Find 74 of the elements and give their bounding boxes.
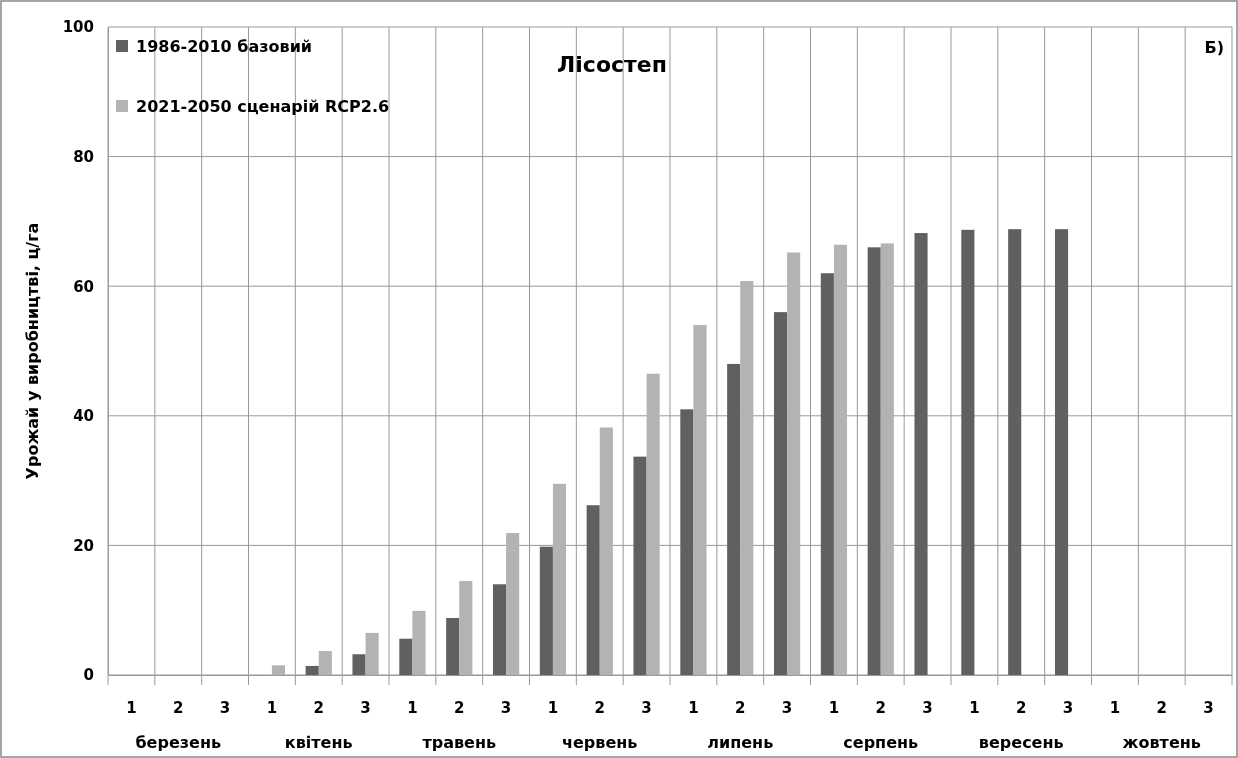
- x-tick-label: 3: [781, 698, 793, 717]
- bar: [1054, 229, 1069, 675]
- y-tick-label: 20: [73, 536, 94, 555]
- x-tick-label: 3: [1062, 698, 1074, 717]
- text: жовтень: [1122, 733, 1201, 752]
- bar: [586, 505, 600, 675]
- text: травень: [422, 733, 497, 752]
- bar: [773, 312, 788, 675]
- bar: [399, 638, 413, 675]
- y-tick-label: 100: [62, 18, 94, 37]
- y-tick-label: 80: [73, 147, 94, 166]
- bar: [446, 617, 460, 675]
- x-tick-label: 1: [547, 698, 559, 717]
- y-tick-label: 0: [83, 666, 94, 685]
- text: серпень: [843, 733, 919, 752]
- x-tick-label: 1: [407, 698, 418, 717]
- x-tick-label: 3: [641, 698, 652, 717]
- bar: [459, 581, 473, 675]
- bar: [552, 483, 567, 675]
- bar: [492, 584, 507, 675]
- bar: [880, 243, 894, 675]
- bar: [646, 373, 660, 675]
- x-tick-label: 1: [126, 698, 137, 717]
- text: вересень: [978, 733, 1064, 752]
- y-tick-label: 60: [73, 277, 94, 296]
- text: квітень: [284, 733, 353, 752]
- bar: [961, 229, 975, 675]
- bar: [787, 252, 801, 675]
- bar: [365, 632, 379, 675]
- x-tick-label: 2: [173, 698, 184, 717]
- x-tick-label: 2: [313, 698, 324, 717]
- x-tick-label: 3: [1203, 698, 1214, 717]
- legend-label: 2021-2050 сценарій RCP2.6: [136, 97, 390, 116]
- text: березень: [135, 733, 222, 752]
- bar: [539, 546, 553, 675]
- y-axis-title: Урожай у виробництві, ц/га: [23, 222, 42, 480]
- x-tick-label: 2: [1016, 698, 1027, 717]
- bar: [633, 456, 647, 675]
- x-tick-label: 1: [969, 698, 980, 717]
- bar: [305, 665, 319, 675]
- annotation: Б): [1204, 38, 1224, 57]
- bar: [506, 533, 520, 675]
- x-tick-label: 3: [360, 698, 371, 717]
- x-tick-label: 1: [688, 698, 699, 717]
- x-tick-label: 2: [735, 698, 746, 717]
- bar: [1008, 229, 1022, 675]
- bar: [820, 273, 834, 675]
- bar: [599, 427, 613, 675]
- x-tick-label: 3: [219, 698, 231, 717]
- x-tick-label: 1: [1109, 698, 1121, 717]
- text: липень: [707, 733, 774, 752]
- text: червень: [562, 733, 638, 752]
- bar: [318, 651, 332, 675]
- text: Лісостеп: [557, 52, 667, 77]
- bar: [727, 363, 741, 675]
- bar: [412, 610, 426, 675]
- x-tick-label: 2: [875, 698, 886, 717]
- y-tick-label: 40: [73, 407, 94, 426]
- bar: [867, 247, 881, 675]
- x-tick-label: 2: [594, 698, 605, 717]
- x-tick-label: 3: [500, 698, 512, 717]
- x-tick-label: 2: [454, 698, 465, 717]
- bar: [271, 665, 286, 675]
- x-tick-label: 2: [1156, 698, 1167, 717]
- legend-label: 1986-2010 базовий: [136, 37, 313, 56]
- bar: [352, 654, 366, 675]
- bar: [740, 281, 754, 675]
- x-tick-label: 1: [828, 698, 840, 717]
- x-tick-label: 1: [266, 698, 278, 717]
- bar: [914, 233, 928, 675]
- bar: [833, 244, 848, 675]
- bar: [680, 409, 694, 675]
- x-tick-label: 3: [922, 698, 933, 717]
- bar: [693, 325, 707, 675]
